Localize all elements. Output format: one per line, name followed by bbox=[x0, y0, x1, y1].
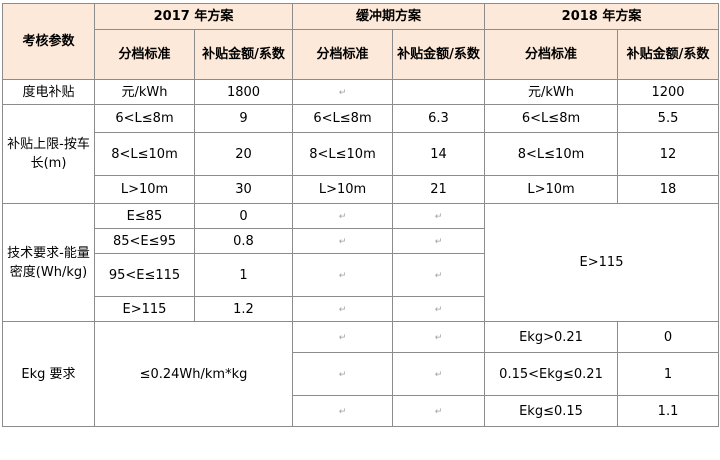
cell-val-2017: 1 bbox=[194, 253, 293, 297]
cell-val-buffer: 21 bbox=[391, 175, 486, 204]
subsidy-comparison-table: 考核参数 2017 年方案 缓冲期方案 2018 年方案 分档标准 补贴金额/系… bbox=[2, 3, 720, 427]
cell-std-2017: ≤0.24Wh/km*kg bbox=[94, 321, 293, 427]
cell-val-buffer: 14 bbox=[391, 132, 486, 176]
table-row: E>115 1.2 ↵ ↵ bbox=[3, 296, 719, 322]
cell-std-2017: 85<E≤95 bbox=[94, 228, 195, 254]
cell-std-2017: 元/kWh bbox=[94, 79, 195, 105]
cell-val-2017: 1.2 bbox=[194, 296, 293, 322]
table-row: ↵ ↵ 0.15<Ekg≤0.21 1 bbox=[3, 352, 720, 396]
paragraph-mark-icon: ↵ bbox=[434, 304, 443, 315]
cell-std-2018: Ekg>0.21 bbox=[484, 321, 619, 353]
paragraph-mark-icon: ↵ bbox=[434, 236, 443, 247]
cell-std-buffer: L>10m bbox=[292, 175, 393, 204]
row-label-tech: 技术要求-能量密度(Wh/kg) bbox=[2, 203, 95, 322]
header-grade-std-buffer: 分档标准 bbox=[292, 29, 393, 80]
table-row: 技术要求-能量密度(Wh/kg) E≤85 0 ↵ ↵ E>115 bbox=[2, 203, 720, 322]
cell-empty: ↵ bbox=[391, 352, 486, 396]
header-param: 考核参数 bbox=[2, 3, 95, 80]
cell-empty: ↵ bbox=[292, 352, 393, 396]
cell-empty: ↵ bbox=[391, 228, 486, 254]
table-row: ↵ ↵ Ekg≤0.15 1.1 bbox=[3, 395, 720, 427]
cell-std-2017: L>10m bbox=[94, 175, 195, 204]
cell-val-2017: 9 bbox=[194, 104, 293, 133]
paragraph-mark-icon: ↵ bbox=[434, 406, 443, 417]
paragraph-mark-icon: ↵ bbox=[338, 406, 347, 417]
cell-val-2017: 30 bbox=[194, 175, 293, 204]
cell-std-2018: 6<L≤8m bbox=[484, 104, 619, 133]
paragraph-mark-icon: ↵ bbox=[434, 211, 443, 222]
cell-val-2018: 0 bbox=[617, 321, 720, 353]
cell-val-2018: 1 bbox=[617, 352, 720, 396]
cell-empty: ↵ bbox=[292, 321, 393, 353]
paragraph-mark-icon: ↵ bbox=[338, 304, 347, 315]
row-label-electric: 度电补贴 bbox=[2, 79, 95, 105]
cell-empty: ↵ bbox=[391, 321, 486, 353]
header-grade-std-2018: 分档标准 bbox=[484, 29, 619, 80]
cell-empty: ↵ bbox=[292, 253, 393, 297]
cell-std-2018: 0.15<Ekg≤0.21 bbox=[484, 352, 619, 396]
paragraph-mark-icon: ↵ bbox=[338, 87, 347, 98]
cell-std-2017: 95<E≤115 bbox=[94, 253, 195, 297]
cell-val-2018: 1200 bbox=[617, 79, 720, 105]
cell-std-2017: 8<L≤10m bbox=[94, 132, 195, 176]
cell-std-2018: E>115 bbox=[484, 203, 720, 322]
cell-val-2017: 1800 bbox=[194, 79, 293, 105]
cell-std-2018: L>10m bbox=[484, 175, 619, 204]
header-scheme-2018: 2018 年方案 bbox=[484, 3, 720, 30]
cell-empty: ↵ bbox=[391, 296, 486, 322]
paragraph-mark-icon: ↵ bbox=[338, 270, 347, 281]
cell-val-2018: 1.1 bbox=[617, 395, 720, 427]
header-subsidy-buffer: 补贴金额/系数 bbox=[391, 29, 486, 80]
cell-val-2018: 5.5 bbox=[617, 104, 720, 133]
cell-empty: ↵ bbox=[391, 203, 486, 229]
table-row: 度电补贴 元/kWh 1800 ↵ 元/kWh 1200 bbox=[2, 79, 720, 105]
table-row: 95<E≤115 1 ↵ ↵ bbox=[3, 253, 719, 297]
cell-empty: ↵ bbox=[292, 296, 393, 322]
header-row-schemes: 考核参数 2017 年方案 缓冲期方案 2018 年方案 bbox=[2, 3, 720, 80]
table-row: 补贴上限-按车长(m) 6<L≤8m 9 6<L≤8m 6.3 6<L≤8m 5… bbox=[2, 104, 720, 204]
cell-empty bbox=[391, 79, 486, 105]
cell-std-2017: E>115 bbox=[94, 296, 195, 322]
cell-std-2018: Ekg≤0.15 bbox=[484, 395, 619, 427]
row-label-ekg: Ekg 要求 bbox=[2, 321, 95, 427]
cell-empty: ↵ bbox=[292, 203, 393, 229]
cell-std-buffer: 8<L≤10m bbox=[292, 132, 393, 176]
cell-empty: ↵ bbox=[391, 253, 486, 297]
table-row: 8<L≤10m 20 8<L≤10m 14 8<L≤10m 12 bbox=[3, 132, 720, 176]
paragraph-mark-icon: ↵ bbox=[434, 270, 443, 281]
table-row: L>10m 30 L>10m 21 L>10m 18 bbox=[3, 175, 720, 204]
table-row: Ekg 要求 ≤0.24Wh/km*kg ↵ ↵ Ekg>0.21 0 bbox=[2, 321, 720, 427]
cell-empty: ↵ bbox=[292, 228, 393, 254]
header-subsidy-2018: 补贴金额/系数 bbox=[617, 29, 720, 80]
header-scheme-2017: 2017 年方案 bbox=[94, 3, 293, 30]
cell-val-2017: 0.8 bbox=[194, 228, 293, 254]
paragraph-mark-icon: ↵ bbox=[338, 211, 347, 222]
cell-val-2018: 12 bbox=[617, 132, 720, 176]
header-subsidy-2017: 补贴金额/系数 bbox=[194, 29, 293, 80]
paragraph-mark-icon: ↵ bbox=[434, 369, 443, 380]
cell-val-2018: 18 bbox=[617, 175, 720, 204]
cell-val-2017: 20 bbox=[194, 132, 293, 176]
paragraph-mark-icon: ↵ bbox=[434, 332, 443, 343]
cell-empty: ↵ bbox=[292, 395, 393, 427]
cell-empty: ↵ bbox=[391, 395, 486, 427]
header-row-columns: 分档标准 补贴金额/系数 分档标准 补贴金额/系数 分档标准 补贴金额/系数 bbox=[2, 29, 720, 80]
cell-std-2018: 元/kWh bbox=[484, 79, 619, 105]
cell-std-buffer: 6<L≤8m bbox=[292, 104, 393, 133]
cell-std-2018: 8<L≤10m bbox=[484, 132, 619, 176]
paragraph-mark-icon: ↵ bbox=[338, 369, 347, 380]
header-grade-std-2017: 分档标准 bbox=[94, 29, 195, 80]
cell-empty: ↵ bbox=[292, 79, 393, 105]
paragraph-mark-icon: ↵ bbox=[338, 236, 347, 247]
row-label-length: 补贴上限-按车长(m) bbox=[2, 104, 95, 204]
cell-val-buffer: 6.3 bbox=[391, 104, 486, 133]
cell-std-2017: 6<L≤8m bbox=[94, 104, 195, 133]
header-scheme-buffer: 缓冲期方案 bbox=[291, 3, 486, 30]
cell-val-2017: 0 bbox=[194, 203, 293, 229]
paragraph-mark-icon: ↵ bbox=[338, 332, 347, 343]
cell-std-2017: E≤85 bbox=[94, 203, 195, 229]
